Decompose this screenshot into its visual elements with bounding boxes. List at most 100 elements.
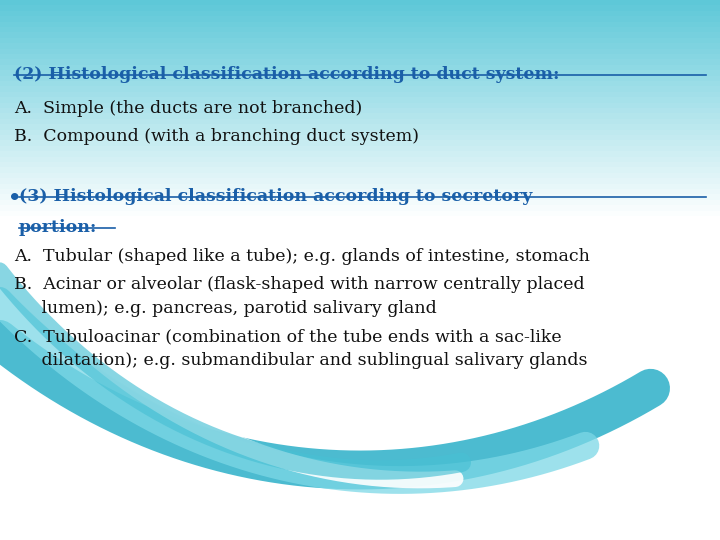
Polygon shape <box>0 86 720 92</box>
Polygon shape <box>0 70 720 76</box>
Text: B.  Compound (with a branching duct system): B. Compound (with a branching duct syste… <box>14 128 419 145</box>
Polygon shape <box>0 302 720 308</box>
Polygon shape <box>0 518 720 524</box>
Polygon shape <box>0 481 720 486</box>
Polygon shape <box>0 259 720 265</box>
Polygon shape <box>0 0 720 5</box>
Polygon shape <box>0 167 720 173</box>
Text: A.  Simple (the ducts are not branched): A. Simple (the ducts are not branched) <box>14 100 362 117</box>
Polygon shape <box>0 162 720 167</box>
Polygon shape <box>0 324 720 329</box>
Polygon shape <box>0 189 720 194</box>
Polygon shape <box>0 470 720 475</box>
Polygon shape <box>0 356 720 362</box>
Polygon shape <box>0 443 720 448</box>
Polygon shape <box>0 421 720 427</box>
Polygon shape <box>0 383 720 389</box>
Polygon shape <box>0 454 720 459</box>
Text: B.  Acinar or alveolar (flask-shaped with narrow centrally placed: B. Acinar or alveolar (flask-shaped with… <box>14 276 585 293</box>
Polygon shape <box>0 524 720 529</box>
Polygon shape <box>0 97 720 103</box>
Polygon shape <box>0 400 720 405</box>
Polygon shape <box>0 221 720 227</box>
Polygon shape <box>0 486 720 491</box>
Polygon shape <box>0 340 720 346</box>
Polygon shape <box>0 497 720 502</box>
Polygon shape <box>0 464 720 470</box>
Polygon shape <box>0 346 720 351</box>
Polygon shape <box>0 394 720 400</box>
Polygon shape <box>0 22 720 27</box>
Polygon shape <box>0 103 720 108</box>
Polygon shape <box>0 265 720 270</box>
Polygon shape <box>0 308 720 313</box>
Polygon shape <box>0 389 720 394</box>
Polygon shape <box>0 275 720 281</box>
Polygon shape <box>0 92 720 97</box>
Polygon shape <box>0 238 720 243</box>
Polygon shape <box>0 146 720 151</box>
Polygon shape <box>0 194 720 200</box>
Polygon shape <box>0 184 720 189</box>
Polygon shape <box>0 292 720 297</box>
Polygon shape <box>0 367 720 373</box>
Polygon shape <box>0 432 720 437</box>
Polygon shape <box>0 335 720 340</box>
Polygon shape <box>0 351 720 356</box>
Polygon shape <box>0 140 720 146</box>
Polygon shape <box>0 529 720 535</box>
Polygon shape <box>0 49 720 54</box>
Text: •: • <box>8 188 22 208</box>
Polygon shape <box>0 329 720 335</box>
Polygon shape <box>0 281 720 286</box>
Polygon shape <box>0 211 720 216</box>
Polygon shape <box>0 76 720 81</box>
Polygon shape <box>0 254 720 259</box>
Polygon shape <box>0 427 720 432</box>
Polygon shape <box>0 378 720 383</box>
Polygon shape <box>0 248 720 254</box>
Polygon shape <box>0 27 720 32</box>
Polygon shape <box>0 124 720 130</box>
Polygon shape <box>0 513 720 518</box>
Polygon shape <box>0 475 720 481</box>
Polygon shape <box>0 16 720 22</box>
Polygon shape <box>0 459 720 464</box>
Text: A.  Tubular (shaped like a tube); e.g. glands of intestine, stomach: A. Tubular (shaped like a tube); e.g. gl… <box>14 248 590 265</box>
Polygon shape <box>0 373 720 378</box>
Polygon shape <box>0 108 720 113</box>
Polygon shape <box>0 205 720 211</box>
Polygon shape <box>0 232 720 238</box>
Polygon shape <box>0 11 720 16</box>
Text: (3) Histological classification according to secretory: (3) Histological classification accordin… <box>19 188 532 205</box>
Polygon shape <box>0 173 720 178</box>
Polygon shape <box>0 410 720 416</box>
Polygon shape <box>0 362 720 367</box>
Polygon shape <box>0 119 720 124</box>
Polygon shape <box>0 535 720 540</box>
Polygon shape <box>0 491 720 497</box>
Polygon shape <box>0 43 720 49</box>
Polygon shape <box>0 38 720 43</box>
Polygon shape <box>0 297 720 302</box>
Polygon shape <box>0 437 720 443</box>
Polygon shape <box>0 502 720 508</box>
Polygon shape <box>0 178 720 184</box>
Text: (2) Histological classification according to duct system:: (2) Histological classification accordin… <box>14 66 559 83</box>
Polygon shape <box>0 270 720 275</box>
Text: lumen); e.g. pancreas, parotid salivary gland: lumen); e.g. pancreas, parotid salivary … <box>14 300 437 317</box>
Polygon shape <box>0 54 720 59</box>
Polygon shape <box>0 113 720 119</box>
Polygon shape <box>0 151 720 157</box>
Polygon shape <box>0 32 720 38</box>
Polygon shape <box>0 319 720 324</box>
Text: dilatation); e.g. submandibular and sublingual salivary glands: dilatation); e.g. submandibular and subl… <box>14 352 588 369</box>
Polygon shape <box>0 313 720 319</box>
Polygon shape <box>0 216 720 221</box>
Polygon shape <box>0 416 720 421</box>
Polygon shape <box>0 130 720 135</box>
Polygon shape <box>0 448 720 454</box>
Polygon shape <box>0 243 720 248</box>
Polygon shape <box>0 227 720 232</box>
Polygon shape <box>0 405 720 410</box>
